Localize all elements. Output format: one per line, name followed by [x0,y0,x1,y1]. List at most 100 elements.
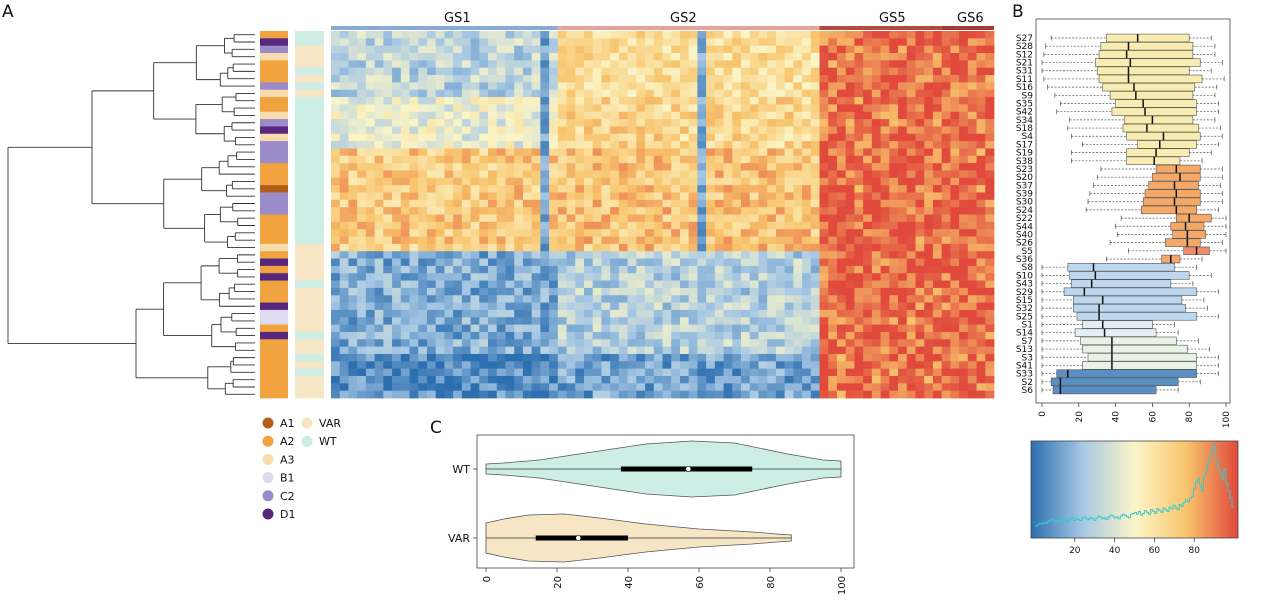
heatmap-cell [688,170,698,179]
box-category-label: S27 [1016,34,1033,44]
heatmap-cell [775,214,786,223]
heatmap-cell [453,368,463,377]
heatmap-cell [357,368,367,377]
heatmap-cell [426,31,437,39]
heatmap-cell [688,383,698,392]
heatmap-cell [479,45,489,54]
heatmap-cell [932,375,943,384]
heatmap-cell [348,258,358,267]
heatmap-cell [941,383,951,392]
heatmap-cell [941,119,951,127]
heatmap-cell [880,67,890,76]
heatmap-cell [557,309,567,318]
heatmap-cell [802,148,812,157]
heatmap-cell [374,236,384,245]
heatmap-cell [557,236,567,245]
annotation-cell-genotype [295,133,324,142]
heatmap-cell [418,339,428,348]
heatmap-cell [845,302,855,311]
heatmap-cell [732,97,742,105]
heatmap-cell [392,302,402,311]
heatmap-cell [339,383,349,392]
heatmap-cell [714,331,724,340]
heatmap-cell [444,280,454,289]
heatmap-cell [714,346,724,355]
box [1095,58,1201,67]
heatmap-cell [845,89,855,98]
heatmap-cell [583,89,594,98]
heatmap-cell [653,207,663,215]
heatmap-cell [810,317,820,325]
heatmap-cell [331,229,341,237]
heatmap-cell [339,192,349,201]
heatmap-cell [453,82,463,91]
heatmap-cell [758,295,768,303]
heatmap-cell [697,111,707,120]
heatmap-cell [784,60,794,69]
heatmap-cell [339,60,349,69]
heatmap-cell [453,38,463,47]
heatmap-cell [627,375,637,384]
heatmap-cell [767,265,777,274]
heatmap-cell [880,155,890,164]
heatmap-cell [732,199,742,208]
heatmap-cell [435,141,445,149]
heatmap-cell [400,60,410,69]
violin-axis-tick-label: 100 [837,576,848,595]
heatmap-cell [331,273,341,281]
heatmap-cell [549,185,559,193]
heatmap-cell [749,280,759,289]
heatmap-cell [889,104,899,113]
heatmap-cell [810,104,820,113]
box-category-label: S22 [1016,214,1033,224]
heatmap-cell [723,155,733,164]
heatmap-cell [950,177,960,186]
heatmap-cell [941,361,951,370]
heatmap-cell [461,75,471,83]
heatmap-cell [444,163,454,171]
heatmap-cell [697,60,707,69]
heatmap-cell [688,126,698,135]
heatmap-cell [758,317,768,325]
heatmap-cell [679,295,690,303]
heatmap-cell [688,82,698,91]
heatmap-cell [505,177,515,186]
heatmap-cell [714,229,724,237]
heatmap-cell [653,295,663,303]
heatmap-cell [767,324,777,333]
heatmap-cell [653,375,663,384]
heatmap-cell [932,221,943,230]
heatmap-cell [610,302,620,311]
heatmap-cell [392,31,402,39]
heatmap-cell [828,82,838,91]
heatmap-cell [418,82,428,91]
heatmap-cell [810,295,820,303]
heatmap-cell [871,148,881,157]
heatmap-cell [618,302,628,311]
heatmap-cell [671,155,681,164]
heatmap-cell [967,38,977,47]
heatmap-cell [845,170,855,179]
heatmap-cell [662,243,672,252]
box-category-label: S12 [1016,50,1033,60]
heatmap-cell [575,251,585,259]
heatmap-cell [636,82,646,91]
heatmap-cell [426,199,437,208]
heatmap-cell [566,361,576,370]
heatmap-cell [915,45,925,54]
heatmap-cell [871,126,881,135]
heatmap-cell [871,111,881,120]
heatmap-cell [653,324,663,333]
heatmap-cell [915,75,925,83]
heatmap-cell [479,295,489,303]
heatmap-cell [392,192,402,201]
heatmap-cell [496,31,506,39]
heatmap-cell [802,390,812,399]
heatmap-cell [915,324,925,333]
heatmap-cell [566,287,576,296]
heatmap-cell [392,97,402,105]
heatmap-cell [505,192,515,201]
heatmap-cell [976,126,986,135]
heatmap-cell [758,368,768,377]
heatmap-cell [889,148,899,157]
